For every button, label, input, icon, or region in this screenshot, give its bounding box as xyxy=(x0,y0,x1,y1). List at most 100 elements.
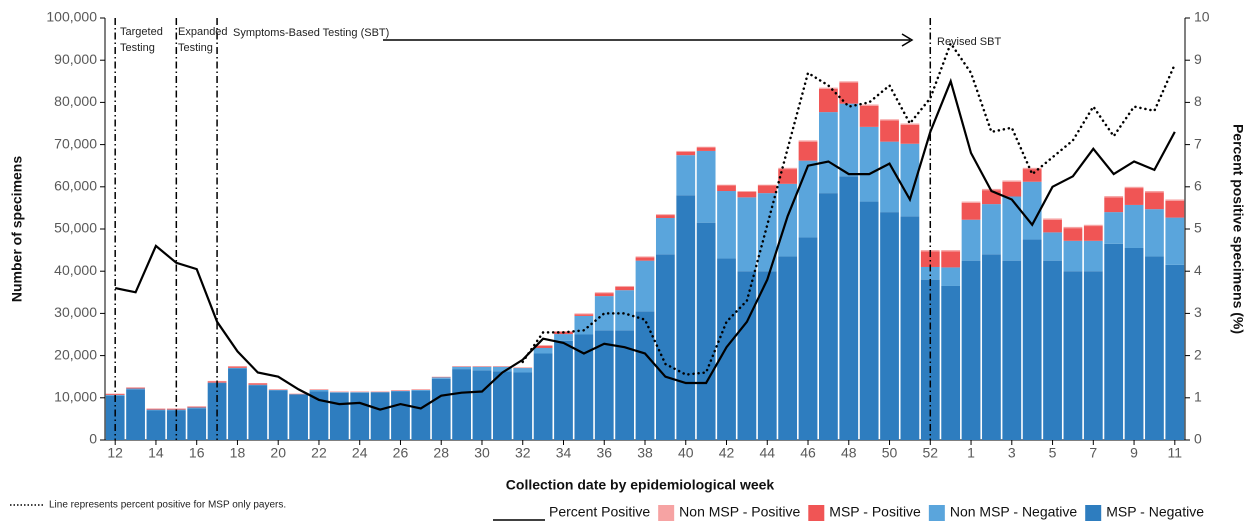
bar-segment xyxy=(472,366,492,371)
x-tick-label: 20 xyxy=(270,445,286,461)
x-tick-label: 9 xyxy=(1130,445,1138,461)
bar-segment xyxy=(1104,197,1124,213)
y2-tick-label: 8 xyxy=(1194,93,1202,109)
y2-tick-label: 6 xyxy=(1194,178,1202,194)
bar-segment xyxy=(819,87,838,89)
bar-segment xyxy=(1083,224,1103,227)
bar-segment xyxy=(350,392,370,440)
y-tick-label: 0 xyxy=(89,431,97,447)
bar-segment xyxy=(655,215,675,219)
bar-segment xyxy=(880,212,899,440)
bar-segment xyxy=(859,201,879,440)
bar-segment xyxy=(859,126,879,202)
bar-segment xyxy=(370,392,390,440)
bar-segment xyxy=(289,394,308,440)
bar-segment xyxy=(513,372,533,440)
bar-segment xyxy=(1022,239,1042,440)
bar-segment xyxy=(574,315,594,335)
bar-segment xyxy=(737,191,757,198)
annotation: Testing xyxy=(120,42,155,54)
y2-axis-title: Percent positive specimens (%) xyxy=(1230,124,1246,334)
bar-segment xyxy=(309,389,329,392)
y2-tick-label: 2 xyxy=(1194,346,1202,362)
bar-segment xyxy=(676,150,696,152)
bar-segment xyxy=(1124,188,1144,205)
annotation: Expanded xyxy=(178,26,228,38)
bar-segment xyxy=(880,119,899,121)
bar-segment xyxy=(248,385,268,440)
bar-segment xyxy=(696,222,716,440)
y-tick-label: 20,000 xyxy=(54,346,97,362)
bar-segment xyxy=(1124,186,1144,189)
bar-segment xyxy=(1145,191,1164,193)
bar-segment xyxy=(1124,247,1144,440)
bar-segment xyxy=(228,366,247,368)
bar-segment xyxy=(696,147,716,151)
bar-segment xyxy=(1063,240,1083,272)
x-tick-label: 38 xyxy=(637,445,653,461)
legend-swatch xyxy=(808,505,825,521)
bar-segment xyxy=(615,290,635,331)
annotation: Symptoms-Based Testing (SBT) xyxy=(233,27,389,39)
bar-segment xyxy=(900,123,920,125)
bar-segment xyxy=(798,237,818,440)
bar-segment xyxy=(941,251,961,268)
bar-segment xyxy=(492,366,512,372)
bar-segment xyxy=(717,185,736,192)
footnote: Line represents percent positive for MSP… xyxy=(49,500,286,511)
bar-segment xyxy=(757,184,777,186)
x-tick-label: 30 xyxy=(474,445,490,461)
y-tick-label: 60,000 xyxy=(54,178,97,194)
bar-segment xyxy=(696,150,716,223)
x-tick-label: 44 xyxy=(759,445,775,461)
x-tick-label: 52 xyxy=(922,445,938,461)
bar-segment xyxy=(1002,181,1022,197)
bar-segment xyxy=(635,260,655,312)
bar-segment xyxy=(1104,243,1124,440)
bar-segment xyxy=(411,390,431,440)
bar-segment xyxy=(1063,228,1083,241)
bar-segment xyxy=(105,394,125,395)
bar-segment xyxy=(1002,180,1022,182)
bar-segment xyxy=(737,191,757,192)
bar-segment xyxy=(513,368,533,373)
x-axis-title: Collection date by epidemiological week xyxy=(506,477,775,493)
bar-segment xyxy=(166,408,186,410)
bar-segment xyxy=(839,81,859,83)
bar-segment xyxy=(1165,217,1185,265)
bar-segment xyxy=(655,218,675,255)
bar-segment xyxy=(1022,167,1042,170)
bar-segment xyxy=(452,369,471,440)
y2-tick-label: 10 xyxy=(1194,9,1210,25)
bar-segment xyxy=(228,368,247,440)
bar-segment xyxy=(105,395,125,440)
bar-segment xyxy=(1022,169,1042,182)
annotation: Targeted xyxy=(120,26,163,38)
bar-segment xyxy=(1083,271,1103,440)
bar-segment xyxy=(1104,196,1124,198)
bar-segment xyxy=(615,285,635,287)
annotation: Revised SBT xyxy=(937,36,1001,48)
bar-segment xyxy=(737,197,757,272)
x-tick-label: 11 xyxy=(1168,445,1183,461)
bar-segment xyxy=(941,285,961,440)
bar-segment xyxy=(1145,209,1164,257)
legend-label: Percent Positive xyxy=(549,504,650,520)
bar-segment xyxy=(1165,264,1185,440)
bar-segment xyxy=(982,190,1001,205)
bar-segment xyxy=(941,250,961,252)
bar-segment xyxy=(329,392,349,440)
bar-segment xyxy=(778,169,798,184)
x-tick-label: 14 xyxy=(148,445,164,461)
bar-segment xyxy=(920,251,940,267)
y2-tick-label: 0 xyxy=(1194,431,1202,447)
bar-segment xyxy=(920,266,940,280)
bar-segment xyxy=(757,185,777,194)
x-tick-label: 36 xyxy=(596,445,612,461)
x-tick-label: 3 xyxy=(1008,445,1016,461)
x-tick-label: 22 xyxy=(311,445,327,461)
bar-segment xyxy=(717,191,736,259)
y-tick-label: 30,000 xyxy=(54,304,97,320)
bar-segment xyxy=(187,407,207,409)
